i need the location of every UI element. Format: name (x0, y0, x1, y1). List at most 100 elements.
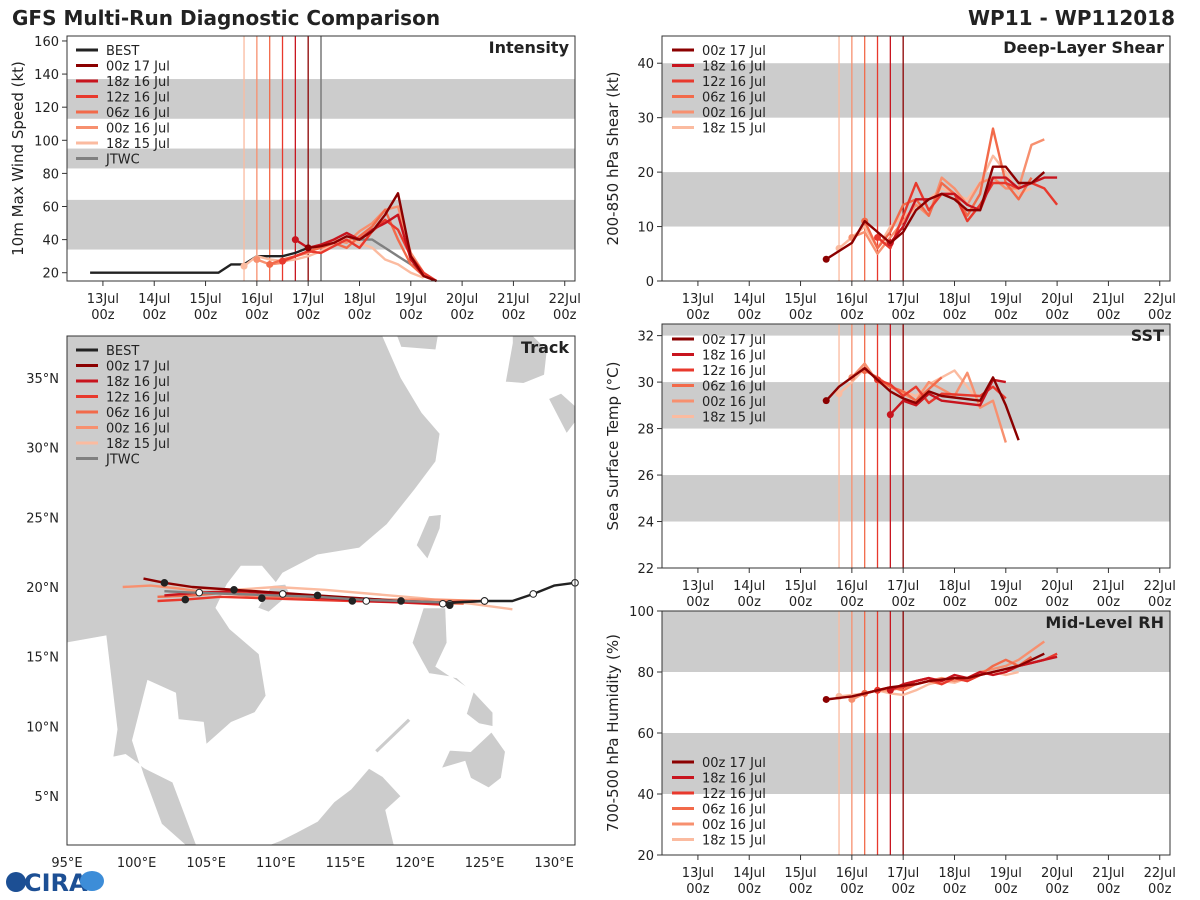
map-frame (66, 335, 576, 846)
x-tick-label: 21Jul (1092, 579, 1124, 594)
y-axis-label: 700-500 hPa Humidity (%) (604, 634, 622, 832)
shade-band (662, 611, 1170, 672)
cira-logo: CIRA (6, 869, 104, 897)
y-tick-label: 140 (34, 68, 59, 83)
track-position-marker (278, 590, 287, 598)
x-tick-sublabel: 00z (686, 308, 710, 323)
series-line (826, 652, 1045, 701)
x-tick-label: 14Jul (733, 866, 765, 881)
lon-tick-label: 110°E (256, 856, 296, 871)
x-tick-sublabel: 00z (1148, 308, 1172, 323)
y-tick-label: 22 (637, 562, 654, 577)
x-tick-label: 21Jul (1092, 292, 1124, 307)
x-tick-label: 19Jul (990, 579, 1022, 594)
legend-label: 06z 16 Jul (106, 406, 170, 421)
lon-tick-label: 120°E (395, 856, 435, 871)
legend-label: 00z 16 Jul (702, 818, 766, 833)
y-axis-label: 200-850 hPa Shear (kt) (604, 72, 622, 246)
series-start-marker (266, 260, 274, 268)
panel-title: SST (1131, 326, 1164, 345)
series-start-marker (240, 262, 248, 270)
x-tick-label: 16Jul (241, 292, 273, 307)
legend-label: 06z 16 Jul (702, 91, 766, 106)
legend-label: 18z 16 Jul (106, 75, 170, 90)
x-tick-label: 16Jul (836, 579, 868, 594)
x-tick-sublabel: 00z (1097, 308, 1121, 323)
x-tick-label: 19Jul (395, 292, 427, 307)
series-start-marker (874, 233, 882, 241)
x-tick-label: 16Jul (836, 292, 868, 307)
x-tick-label: 15Jul (189, 292, 221, 307)
best-track-line (90, 246, 309, 274)
y-tick-label: 60 (42, 201, 59, 216)
swirl-icon (80, 871, 104, 891)
x-tick-label: 22Jul (1144, 866, 1176, 881)
legend-label: 12z 16 Jul (702, 75, 766, 90)
x-tick-sublabel: 00z (994, 882, 1018, 897)
legend-label: 06z 16 Jul (702, 803, 766, 818)
shear-panel: 01020304013Jul00z14Jul00z15Jul00z16Jul00… (604, 35, 1176, 323)
legend-label: 00z 17 Jul (106, 60, 170, 75)
series-line (851, 138, 1045, 256)
lat-tick-label: 5°N (35, 790, 60, 805)
series-start-marker (822, 397, 830, 405)
x-tick-sublabel: 00z (1045, 595, 1069, 610)
x-tick-label: 13Jul (87, 292, 119, 307)
x-tick-label: 22Jul (549, 292, 581, 307)
track-position-marker (313, 591, 322, 600)
y-tick-label: 30 (637, 376, 654, 391)
x-tick-label: 18Jul (938, 292, 970, 307)
x-tick-label: 17Jul (887, 866, 919, 881)
x-tick-sublabel: 00z (1148, 595, 1172, 610)
track-position-marker (160, 579, 169, 587)
legend-label: 12z 16 Jul (106, 91, 170, 106)
x-tick-sublabel: 00z (1045, 882, 1069, 897)
x-tick-sublabel: 00z (296, 308, 320, 323)
y-tick-label: 28 (637, 423, 654, 438)
y-tick-label: 100 (629, 605, 654, 620)
x-tick-sublabel: 00z (994, 595, 1018, 610)
x-tick-sublabel: 00z (943, 882, 967, 897)
x-tick-label: 20Jul (1041, 866, 1073, 881)
track-position-marker (480, 597, 489, 605)
track-position-marker (181, 595, 190, 604)
lat-tick-label: 25°N (26, 511, 59, 526)
y-axis-label: Sea Surface Temp (°C) (604, 361, 622, 530)
x-tick-sublabel: 00z (738, 308, 762, 323)
x-tick-sublabel: 00z (789, 308, 813, 323)
taiwan-land (415, 514, 442, 560)
land-masses (67, 336, 575, 845)
legend-label: 00z 17 Jul (106, 360, 170, 375)
y-tick-label: 80 (42, 167, 59, 182)
series-start-marker (822, 255, 830, 263)
x-tick-sublabel: 00z (502, 308, 526, 323)
y-tick-label: 20 (42, 267, 59, 282)
x-tick-label: 17Jul (887, 579, 919, 594)
x-tick-sublabel: 00z (1097, 882, 1121, 897)
series-line (825, 165, 1046, 261)
legend-label: 18z 15 Jul (702, 122, 766, 137)
mindanao-land (440, 731, 506, 789)
series-start-marker (822, 695, 830, 703)
lon-tick-label: 100°E (117, 856, 157, 871)
track-panel: 5°N 10°N 15°N 20°N 25°N 30°N 35°N 95°E 100°E 105°… (26, 335, 579, 871)
x-tick-label: 18Jul (343, 292, 375, 307)
legend-label: 00z 17 Jul (702, 756, 766, 771)
track-position-marker (348, 597, 357, 605)
lat-tick-label: 15°N (26, 651, 59, 666)
x-tick-label: 19Jul (990, 866, 1022, 881)
x-tick-sublabel: 00z (143, 308, 167, 323)
lat-tick-label: 20°N (26, 581, 59, 596)
series-start-marker (291, 236, 299, 244)
x-tick-sublabel: 00z (194, 308, 218, 323)
plot-frame (66, 35, 576, 282)
series-start-marker (279, 257, 287, 265)
panel-title: Track (521, 338, 569, 357)
x-tick-sublabel: 00z (840, 882, 864, 897)
x-tick-sublabel: 00z (840, 595, 864, 610)
x-tick-label: 14Jul (733, 292, 765, 307)
x-tick-label: 22Jul (1144, 292, 1176, 307)
lon-tick-label: 130°E (534, 856, 574, 871)
x-tick-label: 14Jul (138, 292, 170, 307)
